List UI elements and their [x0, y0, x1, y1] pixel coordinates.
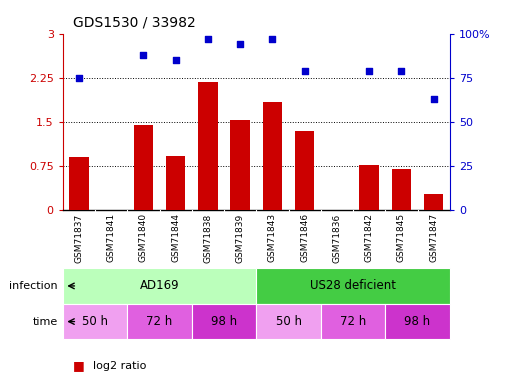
Bar — [63, 268, 256, 304]
Text: 98 h: 98 h — [211, 315, 237, 328]
Bar — [359, 165, 379, 210]
Bar — [385, 304, 450, 339]
Bar — [192, 304, 256, 339]
Text: 98 h: 98 h — [404, 315, 430, 328]
Text: log2 ratio: log2 ratio — [93, 361, 146, 370]
Text: GDS1530 / 33982: GDS1530 / 33982 — [73, 16, 196, 30]
Point — [236, 41, 244, 47]
Point — [429, 96, 438, 102]
Bar — [69, 157, 88, 210]
Text: GSM71839: GSM71839 — [236, 213, 245, 262]
Text: GSM71844: GSM71844 — [171, 213, 180, 262]
Bar — [263, 102, 282, 210]
Point — [172, 57, 180, 63]
Text: GSM71842: GSM71842 — [365, 213, 373, 262]
Bar — [63, 304, 127, 339]
Point — [268, 36, 277, 42]
Text: GSM71840: GSM71840 — [139, 213, 148, 262]
Bar — [295, 131, 314, 210]
Text: 50 h: 50 h — [276, 315, 302, 328]
Text: 72 h: 72 h — [340, 315, 366, 328]
Bar — [198, 82, 218, 210]
Bar — [134, 125, 153, 210]
Text: US28 deficient: US28 deficient — [310, 279, 396, 292]
Point — [365, 68, 373, 74]
Text: time: time — [32, 316, 58, 327]
Text: ■: ■ — [73, 359, 85, 372]
Point — [139, 52, 147, 58]
Point — [75, 75, 83, 81]
Text: GSM71843: GSM71843 — [268, 213, 277, 262]
Text: GSM71846: GSM71846 — [300, 213, 309, 262]
Bar — [256, 304, 321, 339]
Text: GSM71847: GSM71847 — [429, 213, 438, 262]
Text: GSM71838: GSM71838 — [203, 213, 212, 262]
Text: infection: infection — [9, 281, 58, 291]
Point — [397, 68, 406, 74]
Bar — [256, 268, 450, 304]
Bar — [424, 194, 444, 210]
Point — [300, 68, 309, 74]
Text: GSM71837: GSM71837 — [74, 213, 83, 262]
Bar — [166, 156, 185, 210]
Text: AD169: AD169 — [140, 279, 179, 292]
Text: GSM71845: GSM71845 — [397, 213, 406, 262]
Text: GSM71836: GSM71836 — [333, 213, 342, 262]
Text: 72 h: 72 h — [146, 315, 173, 328]
Bar — [127, 304, 192, 339]
Bar — [231, 120, 250, 210]
Text: 50 h: 50 h — [82, 315, 108, 328]
Bar — [392, 169, 411, 210]
Text: GSM71841: GSM71841 — [107, 213, 116, 262]
Bar — [321, 304, 385, 339]
Point — [203, 36, 212, 42]
